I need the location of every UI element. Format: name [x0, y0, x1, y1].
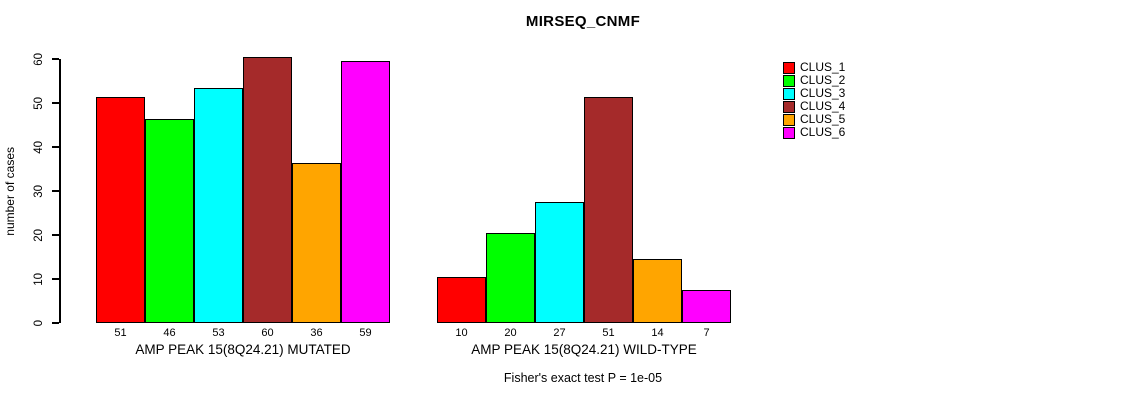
- bar-clus_5-group0: [292, 163, 341, 323]
- y-tick-label-text: 50: [32, 96, 45, 110]
- bar-clus_5-group1: [633, 259, 682, 323]
- y-tick-label: 40: [30, 127, 47, 167]
- y-tick-mark: [52, 146, 59, 148]
- legend-label: CLUS_1: [800, 60, 846, 74]
- bar-clus_4-group0: [243, 57, 292, 323]
- bar-clus_3-group1: [535, 202, 584, 323]
- bar-value-label: 51: [602, 327, 615, 339]
- y-tick-label-text: 20: [32, 228, 45, 242]
- y-tick-label: 10: [30, 259, 47, 299]
- y-tick-label-text: 0: [32, 319, 45, 327]
- y-tick-label: 50: [30, 83, 47, 123]
- y-axis-line: [59, 59, 61, 323]
- bar-value-label: 51: [114, 327, 127, 339]
- legend-item: CLUS_1: [783, 61, 845, 74]
- x-axis-group-label-1: AMP PEAK 15(8Q24.21) WILD-TYPE: [471, 342, 697, 357]
- x-axis-group-label-0: AMP PEAK 15(8Q24.21) MUTATED: [135, 342, 351, 357]
- bar-value-label: 46: [163, 327, 176, 339]
- y-axis-label-text: number of cases: [2, 146, 17, 236]
- bar-value-label: 27: [553, 327, 566, 339]
- bar-group-0: [96, 57, 390, 323]
- fisher-test-annotation: Fisher's exact test P = 1e-05: [503, 371, 663, 385]
- chart-title: MIRSEQ_CNMF: [525, 13, 641, 30]
- bar-value-label: 7: [703, 327, 710, 339]
- legend-label: CLUS_3: [800, 86, 846, 100]
- bar-value-label: 59: [359, 327, 372, 339]
- legend-swatch-clus_5: [783, 113, 795, 126]
- legend: CLUS_1 CLUS_2 CLUS_3 CLUS_4 CLUS_5 CLUS_6: [783, 61, 845, 139]
- bar-value-labels-group1: 10 20 27 51 14 7: [437, 327, 731, 339]
- legend-item: CLUS_2: [783, 74, 845, 87]
- legend-swatch-clus_1: [783, 61, 795, 74]
- bar-value-labels-group0: 51 46 53 60 36 59: [96, 327, 390, 339]
- y-tick-label-text: 60: [32, 52, 45, 66]
- bar-value-label: 36: [310, 327, 323, 339]
- legend-item: CLUS_6: [783, 126, 845, 139]
- bar-clus_1-group0: [96, 97, 145, 323]
- y-tick-label-text: 30: [32, 184, 45, 198]
- legend-label: CLUS_5: [800, 112, 846, 126]
- y-tick-mark: [52, 58, 59, 60]
- y-tick-mark: [52, 322, 59, 324]
- legend-item: CLUS_3: [783, 87, 845, 100]
- legend-swatch-clus_3: [783, 87, 795, 100]
- legend-item: CLUS_5: [783, 113, 845, 126]
- bar-clus_2-group1: [486, 233, 535, 323]
- bar-clus_2-group0: [145, 119, 194, 323]
- y-tick-mark: [52, 102, 59, 104]
- bar-clus_1-group1: [437, 277, 486, 323]
- bar-value-label: 14: [651, 327, 664, 339]
- bar-value-label: 60: [261, 327, 274, 339]
- bar-clus_6-group1: [682, 290, 731, 323]
- legend-swatch-clus_2: [783, 74, 795, 87]
- bar-value-label: 10: [455, 327, 468, 339]
- bar-group-1: [437, 59, 731, 323]
- legend-swatch-clus_4: [783, 100, 795, 113]
- y-tick-label: 30: [30, 171, 47, 211]
- bar-clus_6-group0: [341, 61, 390, 323]
- y-tick-label: 0: [30, 303, 47, 343]
- y-tick-mark: [52, 234, 59, 236]
- bar-value-label: 20: [504, 327, 517, 339]
- legend-label: CLUS_4: [800, 99, 846, 113]
- y-tick-label-text: 10: [32, 272, 45, 286]
- legend-label: CLUS_2: [800, 73, 846, 87]
- y-tick-label: 20: [30, 215, 47, 255]
- legend-label: CLUS_6: [800, 125, 846, 139]
- y-tick-label: 60: [30, 39, 47, 79]
- legend-swatch-clus_6: [783, 126, 795, 139]
- legend-item: CLUS_4: [783, 100, 845, 113]
- bar-clus_4-group1: [584, 97, 633, 323]
- bar-value-label: 53: [212, 327, 225, 339]
- y-tick-label-text: 40: [32, 140, 45, 154]
- y-tick-mark: [52, 190, 59, 192]
- y-axis-label: number of cases: [1, 59, 18, 323]
- bar-clus_3-group0: [194, 88, 243, 323]
- y-tick-mark: [52, 278, 59, 280]
